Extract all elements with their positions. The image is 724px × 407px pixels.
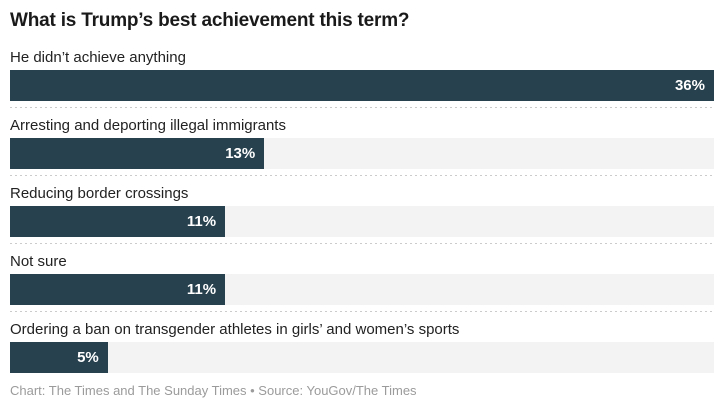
value-label: 5% [77,349,99,366]
bar-row: Arresting and deporting illegal immigran… [10,117,714,176]
bar-fill: 11% [10,274,226,305]
value-label: 36% [674,77,705,94]
bar-fill: 13% [10,138,265,169]
value-label: 11% [186,213,217,230]
category-label: Not sure [10,253,67,270]
category-label: Arresting and deporting illegal immigran… [10,117,286,134]
bar-row: Ordering a ban on transgender athletes i… [10,321,714,373]
row-separator [10,311,714,312]
bar-fill: 11% [10,206,226,237]
row-separator [10,243,714,244]
category-label: Reducing border crossings [10,185,189,202]
category-label: Ordering a ban on transgender athletes i… [10,321,460,338]
bar-row: Not sure 11% [10,253,714,312]
bar-row: He didn’t achieve anything 36% [10,49,714,108]
bar-track: 11% [10,206,714,237]
chart-container: What is Trump’s best achievement this te… [10,10,714,398]
row-separator [10,107,714,108]
bar-track: 13% [10,138,714,169]
value-label: 13% [225,145,256,162]
bar-track: 36% [10,70,714,101]
chart-attribution: Chart: The Times and The Sunday Times • … [10,383,417,398]
bar-fill: 36% [10,70,714,101]
chart-title: What is Trump’s best achievement this te… [10,10,410,31]
category-label: He didn’t achieve anything [10,49,186,66]
bar-track: 11% [10,274,714,305]
value-label: 11% [186,281,217,298]
bar-row: Reducing border crossings 11% [10,185,714,244]
row-separator [10,175,714,176]
bar-track: 5% [10,342,714,373]
bar-fill: 5% [10,342,108,373]
